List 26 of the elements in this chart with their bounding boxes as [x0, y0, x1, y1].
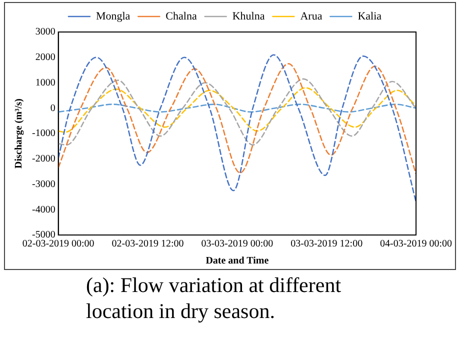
y-tick-label: -1000 — [32, 128, 56, 140]
y-tick-label: 2000 — [35, 52, 56, 63]
x-tick-label: 04-03-2019 00:00 — [380, 238, 452, 250]
legend-label: Kalia — [358, 10, 382, 22]
y-axis-title: Discharge (m³/s) — [14, 98, 25, 168]
x-tick-label: 02-03-2019 00:00 — [22, 238, 94, 250]
x-tick-label: 03-03-2019 12:00 — [290, 238, 363, 250]
legend-label: Chalna — [166, 10, 197, 22]
legend-label: Khulna — [232, 10, 265, 22]
y-tick-label: -5000 — [32, 230, 56, 241]
x-tick-label: 02-03-2019 12:00 — [112, 238, 184, 250]
line-series — [58, 87, 416, 133]
line-series — [58, 78, 416, 146]
text: (a): Flow variation at different location in dry season. — [86, 272, 342, 324]
line-series — [58, 54, 416, 203]
y-tick-label: 0 — [50, 102, 56, 114]
line-series — [58, 63, 416, 175]
legend-label: Arua — [300, 10, 322, 22]
y-tick-label: 1000 — [35, 77, 56, 88]
y-tick-label: 3000 — [35, 26, 56, 38]
x-tick-label: 03-03-2019 00:00 — [201, 238, 274, 250]
y-tick-label: -3000 — [32, 178, 56, 190]
y-tick-label: -4000 — [32, 204, 56, 216]
legend-label: Mongla — [96, 10, 130, 22]
y-tick-label: -2000 — [32, 154, 56, 164]
x-axis-title: Date and Time — [206, 256, 270, 267]
